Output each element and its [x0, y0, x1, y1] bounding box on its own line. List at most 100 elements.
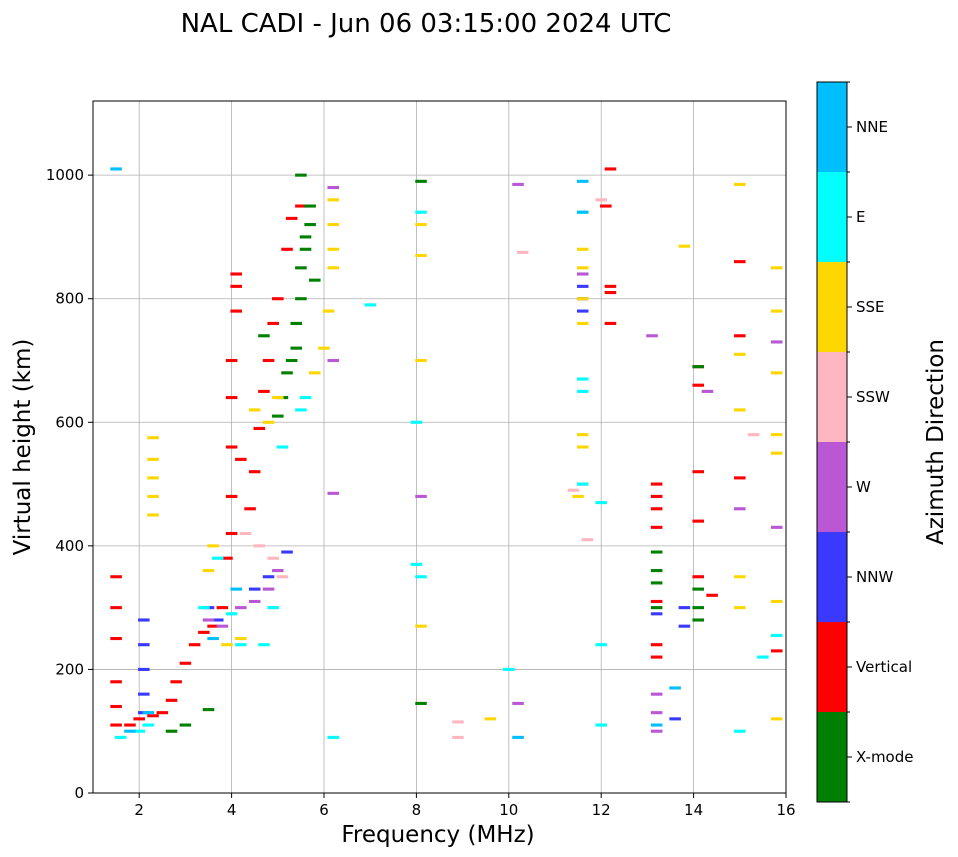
echo-point-w [262, 587, 275, 591]
echo-point-vertical [281, 247, 293, 251]
echo-point-w [235, 606, 247, 610]
echo-point-x-mode [285, 358, 298, 363]
echo-point-ssw [516, 250, 529, 254]
echo-point-vertical [650, 655, 663, 659]
echo-point-vertical [179, 661, 192, 665]
echo-point-nnw [576, 309, 589, 313]
echo-point-sse [415, 624, 427, 628]
colorbar-tick-label: SSW [856, 388, 890, 406]
echo-point-sse [272, 396, 284, 400]
echo-point-vertical [244, 507, 256, 511]
echo-point-w [272, 569, 284, 573]
axes: 2 4 6 8 10 12 14 16 0 200 400 600 800 1000 [46, 166, 796, 819]
echo-point-nne [207, 636, 219, 641]
echo-point-vertical [734, 334, 746, 338]
echo-point-vertical [230, 309, 242, 313]
echo-point-nne [142, 711, 155, 715]
echo-point-w [327, 358, 340, 363]
colorbar-segment [817, 352, 847, 442]
echo-point-vertical [110, 680, 122, 684]
echo-point-w [734, 507, 746, 511]
echo-point-vertical [225, 396, 238, 400]
echo-point-sse [327, 247, 340, 251]
echo-point-vertical [692, 470, 704, 474]
echo-point-vertical [248, 470, 261, 474]
echo-point-x-mode [295, 297, 307, 301]
echo-point-x-mode [299, 247, 312, 251]
plot-frame [92, 100, 787, 794]
echo-point-vertical [692, 383, 704, 387]
echo-point-w [415, 494, 427, 498]
echo-point-nne [512, 735, 524, 739]
echo-point-sse [235, 636, 247, 641]
echo-point-x-mode [650, 606, 663, 610]
echo-point-ssw [452, 720, 464, 724]
echo-point-nne [576, 210, 589, 214]
x-tick-label: 12 [592, 801, 611, 819]
echo-point-vertical [188, 643, 201, 647]
echo-point-e [364, 303, 376, 307]
echo-point-e [114, 735, 127, 739]
echo-point-e [225, 612, 238, 616]
echo-point-x-mode [165, 729, 178, 733]
echo-point-w [770, 340, 783, 344]
echo-point-w [646, 334, 658, 338]
echo-point-x-mode [290, 346, 303, 350]
colorbar-segment [817, 172, 847, 262]
echo-point-nne [669, 686, 681, 690]
echo-point-ssw [276, 575, 289, 579]
echo-point-sse [415, 223, 427, 227]
x-tick-label: 8 [412, 801, 422, 819]
echo-point-vertical [147, 714, 159, 718]
echo-point-e [267, 606, 279, 610]
echo-point-w [512, 701, 524, 705]
echo-point-sse [327, 198, 340, 202]
echo-point-vertical [253, 426, 266, 431]
echo-point-nnw [678, 606, 691, 610]
echo-point-e [211, 556, 224, 560]
echo-point-w [576, 272, 589, 276]
echo-point-x-mode [272, 414, 284, 418]
x-axis-label: Frequency (MHz) [341, 822, 534, 848]
echo-point-vertical [110, 704, 122, 709]
echo-point-sse [262, 420, 275, 424]
echo-point-x-mode [650, 550, 663, 554]
echo-point-sse [770, 371, 783, 375]
echo-point-nnw [138, 618, 150, 622]
echo-point-vertical [650, 494, 663, 498]
echo-point-sse [327, 223, 340, 227]
echo-point-sse [576, 445, 589, 449]
echo-point-nne [576, 179, 589, 183]
echo-points [110, 167, 783, 739]
echo-point-vertical [235, 457, 247, 461]
echo-point-ssw [581, 538, 594, 542]
echo-point-x-mode [650, 569, 663, 573]
echo-point-vertical [267, 321, 279, 325]
echo-point-x-mode [290, 321, 303, 325]
colorbar-segment [817, 82, 847, 172]
x-tick-label: 4 [227, 801, 237, 819]
echo-point-vertical [110, 575, 122, 579]
echo-point-e [142, 723, 155, 727]
colorbar-segment [817, 712, 847, 802]
echo-point-e [503, 667, 515, 671]
echo-point-w [650, 692, 663, 696]
echo-point-nnw [248, 587, 261, 591]
echo-point-vertical [156, 711, 169, 715]
echo-point-vertical [604, 321, 617, 325]
colorbar-tick-label: NNW [856, 568, 893, 586]
echo-point-x-mode [692, 587, 704, 591]
echo-point-e [276, 445, 289, 449]
echo-point-e [595, 501, 607, 505]
colorbar: X-mode Vertical NNW W SSW SSE E NNE [816, 81, 913, 803]
echo-point-sse [576, 433, 589, 437]
echo-point-e [295, 408, 307, 412]
echo-point-vertical [295, 204, 307, 208]
echo-point-e [595, 723, 607, 727]
echo-point-vertical [650, 599, 663, 604]
echo-point-vertical [110, 606, 122, 610]
echo-point-x-mode [308, 278, 321, 282]
echo-point-vertical [225, 531, 238, 536]
echo-point-vertical [285, 216, 298, 220]
